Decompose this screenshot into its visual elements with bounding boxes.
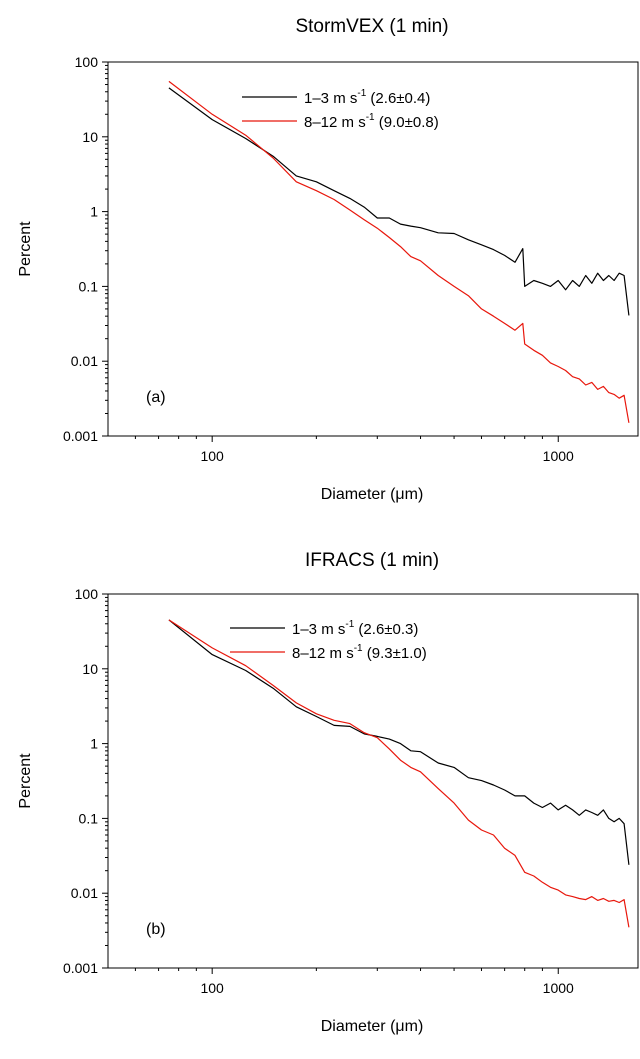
- legend: 1–3 m s-1 (2.6±0.3) 8–12 m s-1 (9.3±1.0): [230, 619, 427, 662]
- legend-entry-1: 1–3 m s-1 (2.6±0.4): [304, 88, 430, 107]
- x-tick-label: 100: [200, 980, 224, 996]
- legend-entry-2: 8–12 m s-1 (9.0±0.8): [304, 112, 439, 131]
- series-lines: [168, 619, 630, 928]
- x-axis-label-text: Diameter (μm): [321, 486, 424, 503]
- series-line-1: [168, 619, 630, 865]
- y-tick-label: 0.001: [63, 428, 98, 444]
- x-ticks: 100 1000: [134, 968, 574, 996]
- x-axis-label: Diameter (μm): [321, 486, 424, 503]
- x-tick-label: 1000: [543, 980, 574, 996]
- legend-entry-2: 8–12 m s-1 (9.3±1.0): [292, 643, 427, 662]
- chart-title: StormVEX (1 min): [295, 16, 448, 37]
- y-axis-label: Percent: [17, 753, 34, 809]
- y-tick-label: 10: [82, 661, 98, 677]
- plot-area-frame: [107, 593, 639, 969]
- x-ticks: 100 1000: [134, 436, 574, 464]
- y-ticks: 0.001 0.01 0.1 1 10 100: [63, 586, 108, 976]
- series-line-2: [168, 619, 630, 928]
- y-tick-label: 0.001: [63, 960, 98, 976]
- series-line-1: [168, 87, 630, 316]
- y-tick-label: 100: [75, 54, 99, 70]
- panel-label: (a): [146, 389, 166, 406]
- y-tick-label: 0.01: [71, 353, 98, 369]
- chart-title: IFRACS (1 min): [305, 550, 439, 571]
- panel-label: (b): [146, 921, 166, 938]
- series-lines: [168, 80, 630, 423]
- y-tick-label: 10: [82, 129, 98, 145]
- y-axis-label: Percent: [17, 221, 34, 277]
- y-tick-label: 0.1: [79, 278, 99, 294]
- x-tick-label: 100: [200, 448, 224, 464]
- y-tick-label: 100: [75, 586, 99, 602]
- x-axis-label-text: Diameter (μm): [321, 1018, 424, 1035]
- series-line-2: [168, 80, 630, 423]
- legend: 1–3 m s-1 (2.6±0.4) 8–12 m s-1 (9.0±0.8): [242, 88, 439, 131]
- plot-area-frame: [107, 61, 639, 437]
- x-tick-label: 1000: [543, 448, 574, 464]
- y-tick-label: 0.01: [71, 885, 98, 901]
- y-ticks: 0.001 0.01 0.1 1 10 100: [63, 54, 108, 444]
- y-tick-label: 1: [90, 736, 98, 752]
- y-tick-label: 1: [90, 204, 98, 220]
- x-axis-label: Diameter (μm): [321, 1018, 424, 1035]
- legend-entry-1: 1–3 m s-1 (2.6±0.3): [292, 619, 418, 638]
- y-tick-label: 0.1: [79, 810, 99, 826]
